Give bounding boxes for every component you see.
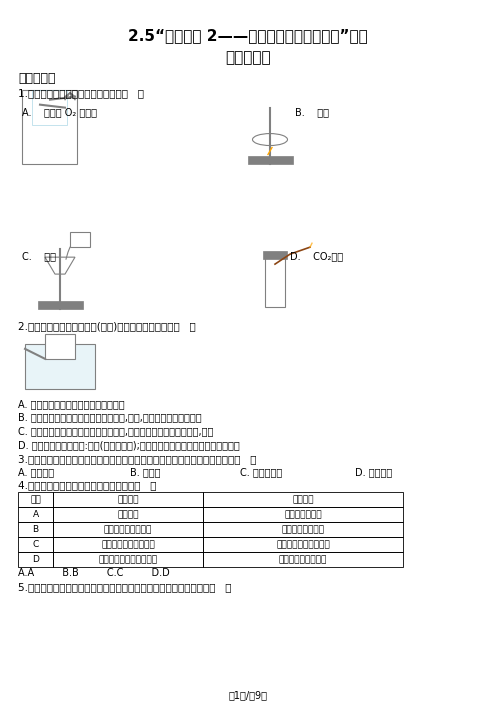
Text: C: C [32, 541, 39, 549]
Bar [18, 492, 53, 508]
Bar [18, 537, 53, 552]
Bar [53, 522, 203, 537]
Text: A.A         B.B         C.C         D.D: A.A B.B C.C D.D [18, 568, 170, 578]
Bar [203, 508, 403, 522]
Bar [18, 552, 53, 567]
Text: 实验方案: 实验方案 [292, 496, 314, 504]
Text: 分别加入濨石灰水: 分别加入濨石灰水 [282, 525, 324, 534]
Bar [203, 552, 403, 567]
Bar [38, 301, 83, 309]
Text: C.    过滤: C. 过滤 [22, 251, 56, 261]
Bar [70, 232, 90, 247]
Bar [22, 90, 77, 164]
Bar [53, 508, 203, 522]
Bar [203, 537, 403, 552]
Ellipse shape [252, 133, 288, 145]
Text: C. 向下排气法: C. 向下排气法 [240, 468, 282, 477]
Text: 选项: 选项 [30, 496, 41, 504]
Text: C. 当集气灘口冒出大量气泡时停止收集,在水下用玻璃片光滑面盖上,取出: C. 当集气灘口冒出大量气泡时停止收集,在水下用玻璃片光滑面盖上,取出 [18, 427, 213, 437]
Text: 一、选择题: 一、选择题 [18, 72, 56, 85]
Bar [25, 344, 95, 389]
Bar [53, 552, 203, 567]
Text: D. 无法确定: D. 无法确定 [355, 468, 392, 477]
Bar [32, 90, 67, 124]
Text: 检测练习题: 检测练习题 [225, 50, 271, 65]
Text: A. 当导管口开始有气泡冒出时立即收集: A. 当导管口开始有气泡冒出时立即收集 [18, 399, 124, 409]
Bar [53, 537, 203, 552]
Text: 鉴别氢气和二氧化碳: 鉴别氢气和二氧化碳 [104, 525, 152, 534]
Text: 2.5“基础实验 2——二氧化碳的制取与性质”质量: 2.5“基础实验 2——二氧化碳的制取与性质”质量 [128, 28, 368, 43]
Polygon shape [45, 257, 75, 274]
Text: 2.某气体只能用排水法收集(下图)，下列说法正确的是（   ）: 2.某气体只能用排水法收集(下图)，下列说法正确的是（ ） [18, 321, 196, 331]
Text: D. 该气体具有的性质是:不易(或难溶于水);密度与空气接近或与空气中的成分反应: D. 该气体具有的性质是:不易(或难溶于水);密度与空气接近或与空气中的成分反应 [18, 441, 240, 451]
Bar [203, 522, 403, 537]
Bar [203, 492, 403, 508]
Text: 用带火星的木条: 用带火星的木条 [284, 510, 322, 519]
Text: 5.实验室用石灰石和稀盐酸反应制取二氧化碳而不用稀硫酸的原因是（   ）: 5.实验室用石灰石和稀盐酸反应制取二氧化碳而不用稀硫酸的原因是（ ） [18, 582, 232, 592]
Text: A: A [32, 510, 39, 519]
Text: 4.下列实验方案，不能达到实验目的的是（   ）: 4.下列实验方案，不能达到实验目的的是（ ） [18, 480, 157, 491]
Text: A.    鐵丝在 O₂ 中燃烧: A. 鐵丝在 O₂ 中燃烧 [22, 107, 97, 118]
Bar [263, 251, 287, 259]
Text: D: D [32, 555, 39, 564]
Bar [248, 157, 293, 164]
Text: B.    蔕发: B. 蔕发 [295, 107, 329, 118]
Bar [18, 508, 53, 522]
Text: B: B [32, 525, 39, 534]
Text: 分别加入少量二氧化锄: 分别加入少量二氧化锄 [276, 541, 330, 549]
Text: 3.某种气体在常温下是一种难溶于水，密度比空气略大，可采用的收集方法是（   ）: 3.某种气体在常温下是一种难溶于水，密度比空气略大，可采用的收集方法是（ ） [18, 454, 256, 465]
Text: B. 排水法: B. 排水法 [130, 468, 161, 477]
Text: 1.下列图示的实验操作中，错误的是（   ）: 1.下列图示的实验操作中，错误的是（ ） [18, 88, 144, 98]
Bar [45, 334, 75, 359]
Text: D.    CO₂验满: D. CO₂验满 [290, 251, 343, 261]
Bar [53, 492, 203, 508]
Bar [265, 252, 285, 307]
Bar [18, 522, 53, 537]
Text: 除去碳酸钓溶液中的盐酸: 除去碳酸钓溶液中的盐酸 [98, 555, 158, 564]
Text: 加入量锁粉末并过滤: 加入量锁粉末并过滤 [279, 555, 327, 564]
Text: 实验目的: 实验目的 [117, 496, 139, 504]
Text: 第1页/兲9页: 第1页/兲9页 [229, 690, 267, 700]
Text: 检验氧气: 检验氧气 [117, 510, 139, 519]
Text: A. 向上排气: A. 向上排气 [18, 468, 54, 477]
Text: 鉴别水和过氧化氢溶液: 鉴别水和过氧化氢溶液 [101, 541, 155, 549]
Text: B. 当集气灘口冒出大量气泡时停止收集,取出,再用玻璃片粗糙面盖上: B. 当集气灘口冒出大量气泡时停止收集,取出,再用玻璃片粗糙面盖上 [18, 413, 202, 423]
